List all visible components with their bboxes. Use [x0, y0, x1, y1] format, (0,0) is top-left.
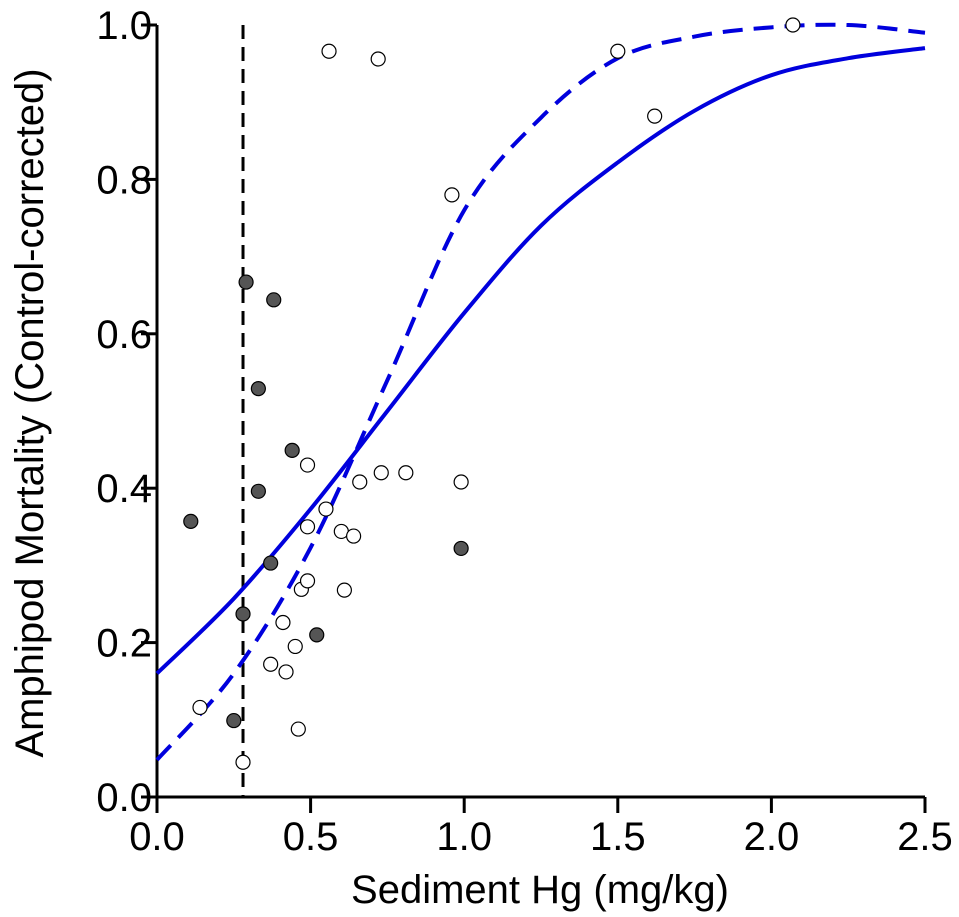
- y-tick-label: 0.8: [96, 158, 152, 202]
- filled-data-point: [284, 442, 300, 458]
- x-tick-label: 0.0: [129, 815, 185, 859]
- x-tick-label: 2.5: [897, 815, 953, 859]
- fit-curve-dashed: [155, 22, 926, 762]
- filled-data-point: [263, 555, 279, 571]
- open-data-point: [398, 465, 414, 481]
- open-data-point: [318, 501, 334, 517]
- fit-curve-solid: [155, 46, 926, 675]
- y-tick-label: 0.2: [96, 622, 152, 666]
- open-data-point: [275, 614, 291, 631]
- open-data-point: [192, 699, 208, 716]
- filled-data-point: [250, 381, 266, 397]
- open-data-point: [370, 51, 386, 67]
- open-data-point: [299, 573, 316, 589]
- x-tick-label: 0.5: [283, 815, 339, 859]
- open-data-point: [785, 17, 801, 33]
- open-data-point: [352, 474, 368, 490]
- axes: 0.0 0.5 1.0 1.5 2.0 2.5 0.0 0.2 0.4 0.6 0.8 1.0: [96, 4, 952, 859]
- data-points: [183, 17, 801, 770]
- open-data-point: [336, 582, 352, 598]
- open-data-point: [346, 528, 362, 544]
- filled-data-point: [309, 627, 325, 643]
- open-data-point: [321, 43, 337, 59]
- x-tick-label: 2.0: [744, 815, 800, 859]
- y-tick-label: 0.4: [96, 467, 152, 511]
- filled-data-point: [226, 712, 242, 729]
- open-data-point: [290, 721, 306, 737]
- open-data-point: [373, 465, 389, 481]
- y-tick-label: 0.6: [96, 313, 152, 357]
- open-data-point: [235, 754, 251, 770]
- open-data-point: [299, 457, 316, 473]
- open-data-point: [444, 187, 460, 203]
- filled-data-point: [266, 292, 282, 308]
- open-data-point: [610, 43, 626, 59]
- filled-data-point: [250, 483, 266, 499]
- open-data-point: [278, 664, 294, 680]
- y-tick-label: 1.0: [96, 4, 152, 48]
- y-axis-title: Amphipod Mortality (Control-corrected): [8, 68, 52, 757]
- open-data-point: [453, 474, 469, 490]
- y-tick-label: 0.0: [96, 776, 152, 820]
- filled-data-point: [453, 540, 469, 557]
- open-data-point: [287, 638, 303, 655]
- filled-data-point: [238, 274, 254, 290]
- open-data-point: [263, 656, 279, 672]
- open-data-point: [647, 108, 663, 124]
- filled-data-point: [183, 513, 199, 529]
- x-axis-title: Sediment Hg (mg/kg): [351, 868, 729, 912]
- x-tick-label: 1.5: [590, 815, 646, 859]
- open-data-point: [299, 519, 316, 535]
- x-tick-label: 1.0: [436, 815, 492, 859]
- filled-data-point: [235, 606, 251, 622]
- fit-curves: [155, 22, 926, 762]
